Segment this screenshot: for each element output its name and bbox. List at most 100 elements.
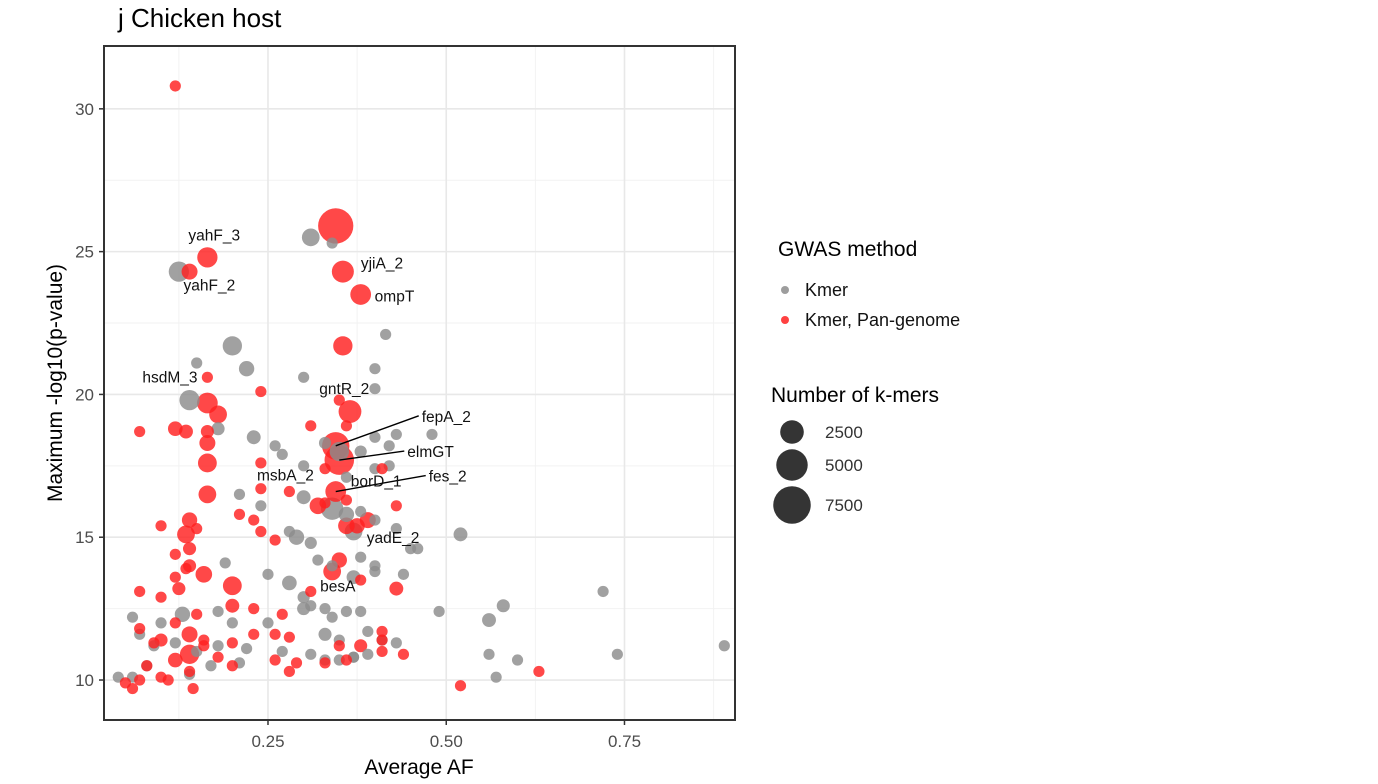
point-kmer-pan-genome bbox=[212, 651, 224, 663]
point-kmer bbox=[283, 525, 295, 538]
x-tick-label: 0.25 bbox=[251, 732, 284, 751]
point-kmer bbox=[318, 436, 332, 450]
point-kmer-pan-genome bbox=[199, 434, 216, 451]
point-kmer bbox=[433, 605, 445, 618]
point-kmer bbox=[718, 640, 730, 652]
point-kmer bbox=[369, 363, 381, 375]
legend-label: Kmer, Pan-genome bbox=[805, 310, 960, 330]
annotation-layer: yahF_3 yahF_2 yjiA_2 ompT hsdM_3 gntR_2 fepA_2… bbox=[142, 227, 470, 595]
point-kmer-pan-genome bbox=[333, 640, 345, 652]
point-kmer-pan-genome bbox=[119, 677, 131, 689]
point-kmer bbox=[212, 605, 224, 618]
point-kmer bbox=[426, 428, 438, 440]
point-kmer bbox=[191, 357, 203, 369]
point-kmer-pan-genome bbox=[269, 628, 281, 640]
point-kmer bbox=[305, 600, 317, 612]
point-kmer-pan-genome bbox=[283, 665, 295, 678]
point-kmer-pan-genome bbox=[269, 534, 281, 546]
y-tick-label: 20 bbox=[75, 385, 94, 404]
point-kmer bbox=[318, 627, 332, 641]
point-kmer-pan-genome bbox=[283, 631, 295, 643]
point-kmer-pan-genome bbox=[200, 425, 214, 439]
point-kmer-pan-genome bbox=[319, 657, 331, 669]
point-kmer-pan-genome bbox=[177, 525, 195, 544]
point-kmer-pan-genome bbox=[255, 457, 267, 469]
annotation-label: gntR_2 bbox=[319, 381, 369, 398]
annotation-label: msbA_2 bbox=[257, 468, 314, 485]
point-kmer-pan-genome bbox=[169, 80, 181, 92]
point-kmer-pan-genome bbox=[155, 591, 167, 603]
point-kmer bbox=[226, 617, 238, 629]
point-kmer-pan-genome bbox=[183, 665, 196, 678]
annotation-label: yahF_3 bbox=[188, 227, 240, 244]
point-kmer-pan-genome bbox=[333, 394, 345, 406]
point-kmer-pan-genome bbox=[376, 634, 388, 646]
point-kmer-pan-genome bbox=[183, 542, 197, 556]
x-tick-label: 0.75 bbox=[608, 732, 641, 751]
annotation-label: ompT bbox=[375, 288, 415, 305]
point-kmer-pan-genome bbox=[248, 628, 260, 640]
point-kmer bbox=[301, 228, 320, 247]
point-kmer bbox=[298, 460, 310, 472]
point-kmer-pan-genome bbox=[354, 639, 368, 653]
point-kmer-pan-genome bbox=[355, 574, 367, 586]
point-kmer bbox=[482, 613, 496, 627]
point-kmer bbox=[490, 671, 502, 683]
point-kmer-pan-genome bbox=[181, 263, 198, 280]
legend-number-of-kmers: Number of k-mers 2500 5000 7500 bbox=[771, 384, 939, 524]
point-kmer-pan-genome bbox=[198, 640, 210, 652]
point-kmer bbox=[397, 568, 410, 580]
legend-title: GWAS method bbox=[778, 238, 917, 261]
point-kmer bbox=[312, 554, 324, 566]
point-kmer-pan-genome bbox=[269, 654, 281, 666]
point-kmer-pan-genome bbox=[397, 648, 410, 660]
point-kmer bbox=[326, 611, 338, 623]
point-kmer-pan-genome bbox=[155, 520, 167, 532]
point-kmer bbox=[222, 336, 242, 356]
point-kmer-pan-genome bbox=[340, 494, 353, 506]
point-kmer-pan-genome bbox=[180, 563, 192, 575]
point-kmer-pan-genome bbox=[338, 400, 362, 423]
point-kmer bbox=[326, 560, 338, 572]
y-tick-label: 30 bbox=[75, 100, 94, 119]
point-kmer bbox=[329, 441, 349, 462]
point-kmer-pan-genome bbox=[283, 485, 295, 498]
point-kmer-pan-genome bbox=[191, 608, 203, 620]
point-kmer-pan-genome bbox=[226, 637, 238, 649]
point-kmer bbox=[282, 575, 297, 591]
point-kmer-pan-genome bbox=[233, 508, 246, 520]
point-kmer bbox=[362, 625, 374, 638]
point-kmer-pan-genome bbox=[305, 420, 317, 432]
point-kmer bbox=[126, 611, 139, 623]
annotation-leader-line bbox=[335, 474, 426, 493]
point-kmer-pan-genome bbox=[134, 623, 146, 635]
point-kmer-pan-genome bbox=[318, 208, 354, 244]
point-kmer-pan-genome bbox=[276, 608, 288, 620]
point-kmer bbox=[340, 471, 353, 483]
point-kmer-pan-genome bbox=[179, 424, 193, 439]
point-kmer bbox=[326, 237, 338, 249]
annotation-label: elmGT bbox=[407, 444, 454, 461]
point-kmer-pan-genome bbox=[349, 518, 365, 534]
point-kmer bbox=[179, 390, 200, 411]
legend-size-label: 2500 bbox=[825, 423, 863, 442]
point-kmer-pan-genome bbox=[195, 566, 213, 583]
legend-size-label: 7500 bbox=[825, 496, 863, 515]
point-kmer-pan-genome bbox=[167, 421, 183, 437]
point-kmer-pan-genome bbox=[248, 514, 260, 526]
point-kmer-pan-genome bbox=[181, 626, 198, 643]
point-kmer bbox=[380, 328, 392, 341]
point-kmer bbox=[453, 527, 468, 542]
point-kmer-pan-genome bbox=[350, 284, 372, 305]
point-kmer bbox=[276, 645, 288, 658]
point-kmer-pan-genome bbox=[290, 657, 303, 669]
point-kmer-pan-genome bbox=[255, 525, 267, 538]
point-kmer-pan-genome bbox=[181, 512, 198, 528]
point-kmer-pan-genome bbox=[134, 674, 146, 686]
point-kmer-pan-genome bbox=[376, 645, 388, 658]
point-kmer-pan-genome bbox=[389, 581, 404, 596]
point-kmer bbox=[155, 617, 167, 629]
annotation-leader-line bbox=[335, 415, 419, 447]
point-kmer-pan-genome bbox=[134, 585, 146, 598]
point-kmer-pan-genome bbox=[201, 371, 213, 383]
